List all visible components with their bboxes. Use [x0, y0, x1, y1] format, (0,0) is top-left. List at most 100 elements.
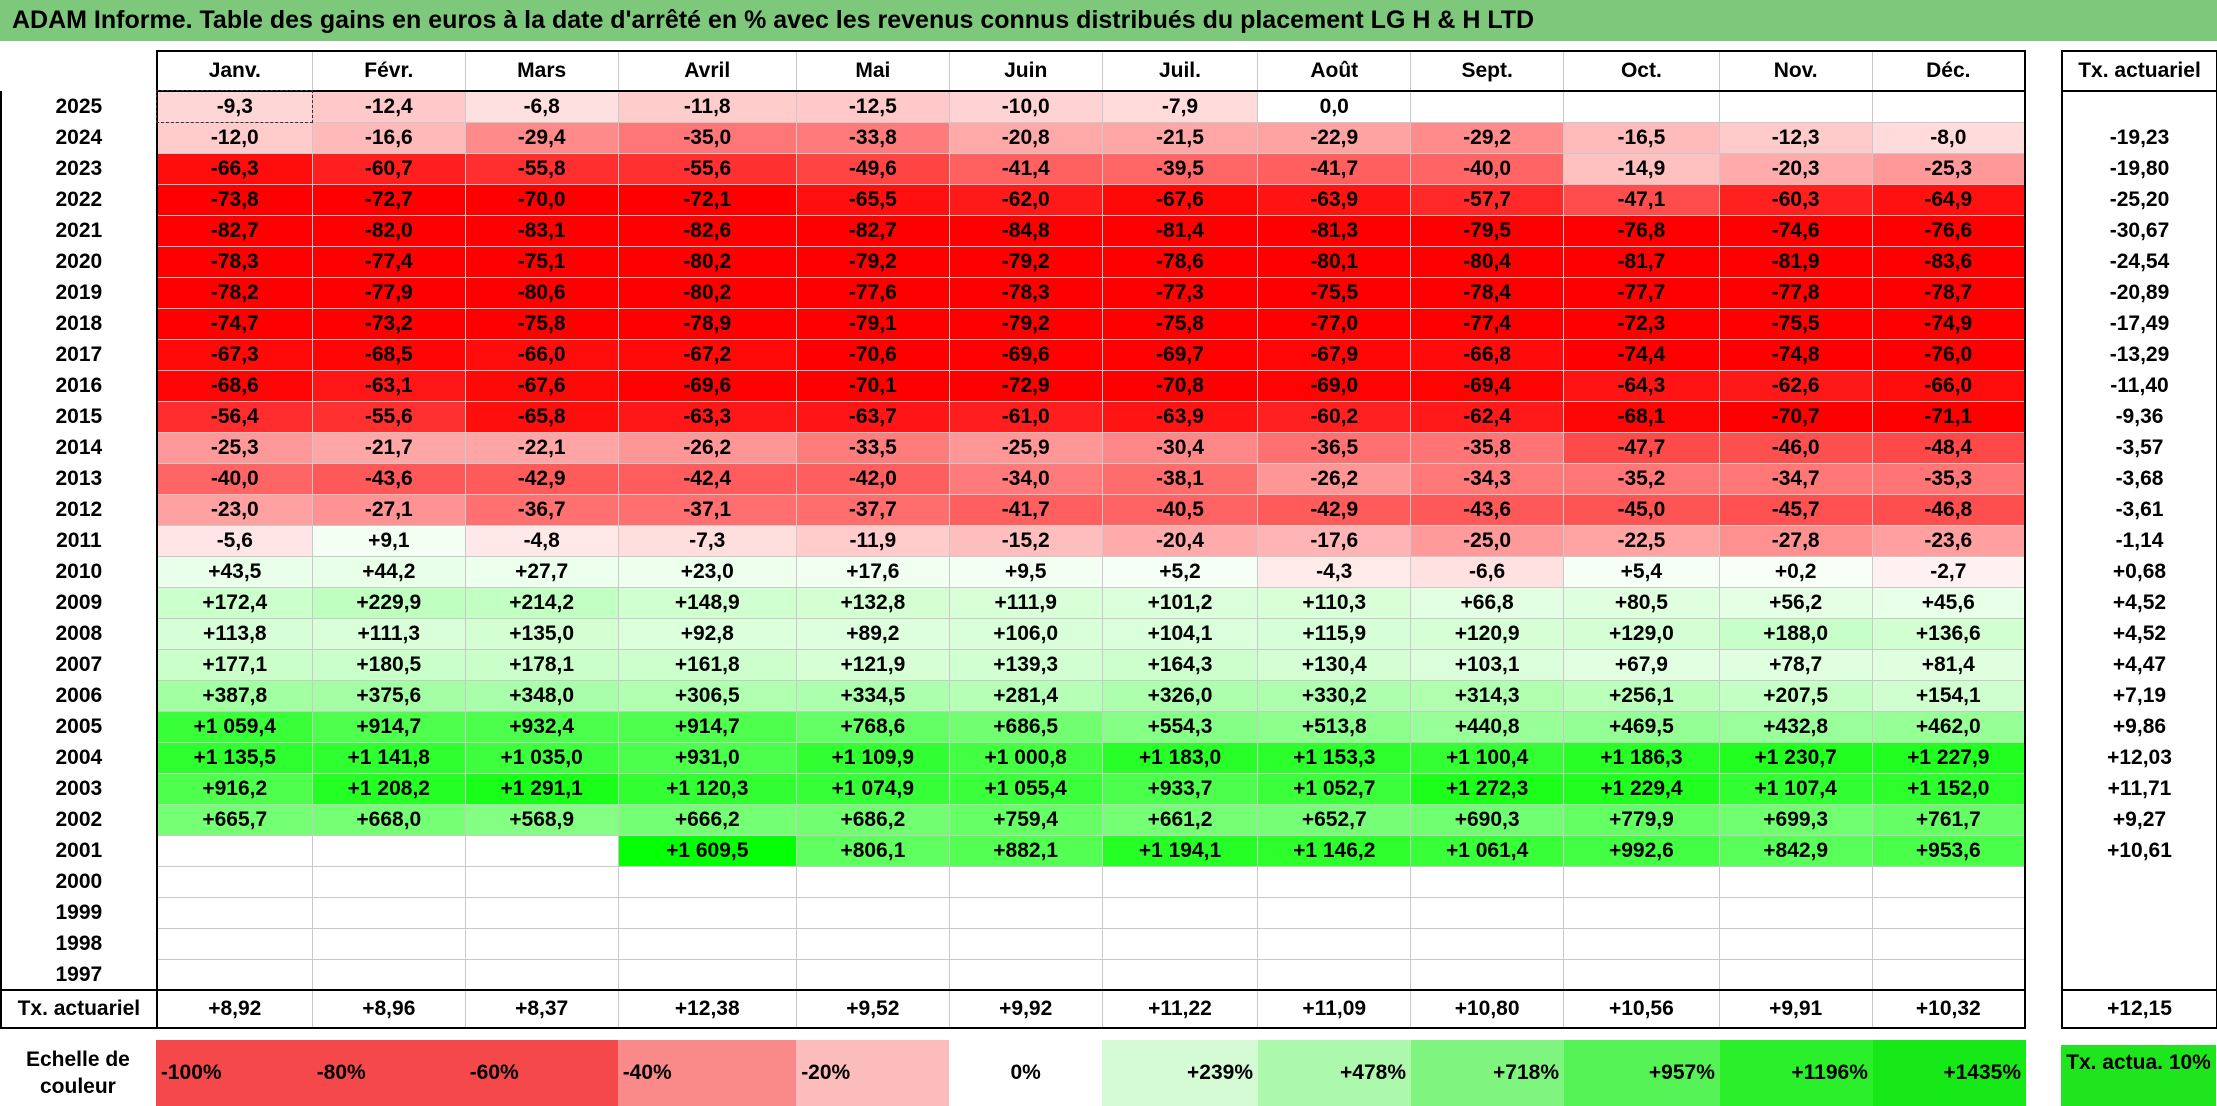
gain-cell[interactable] [464, 834, 619, 867]
gain-cell[interactable] [617, 958, 797, 991]
gain-cell[interactable]: -82,7 [156, 214, 313, 247]
gain-cell[interactable]: -67,2 [617, 338, 797, 371]
gain-cell[interactable]: +120,9 [1410, 617, 1565, 650]
gain-cell[interactable]: -77,4 [1410, 307, 1565, 340]
gain-cell[interactable]: -37,7 [795, 493, 950, 526]
gain-cell[interactable]: -34,7 [1718, 462, 1873, 495]
gain-cell[interactable]: -55,6 [617, 152, 797, 185]
gain-cell[interactable]: -35,3 [1871, 462, 2026, 495]
gain-cell[interactable]: -55,6 [311, 400, 466, 433]
gain-cell[interactable]: +1 152,0 [1871, 772, 2026, 805]
gain-cell[interactable]: -65,8 [464, 400, 619, 433]
gain-cell[interactable]: -8,0 [1871, 121, 2026, 154]
gain-cell[interactable] [1257, 958, 1412, 991]
gain-cell[interactable]: -75,1 [464, 245, 619, 278]
gain-cell[interactable]: +136,6 [1871, 617, 2026, 650]
gain-cell[interactable]: +690,3 [1410, 803, 1565, 836]
gain-cell[interactable]: -16,6 [311, 121, 466, 154]
gain-cell[interactable]: -45,7 [1718, 493, 1873, 526]
gain-cell[interactable]: +1 146,2 [1257, 834, 1412, 867]
gain-cell[interactable]: +111,3 [311, 617, 466, 650]
gain-cell[interactable]: +513,8 [1257, 710, 1412, 743]
gain-cell[interactable]: -74,9 [1871, 307, 2026, 340]
gain-cell[interactable] [617, 927, 797, 960]
gain-cell[interactable]: -4,8 [464, 524, 619, 557]
gain-cell[interactable]: -68,6 [156, 369, 313, 402]
gain-cell[interactable]: +1 229,4 [1563, 772, 1720, 805]
gain-cell[interactable]: -42,9 [464, 462, 619, 495]
gain-cell[interactable]: +1 052,7 [1257, 772, 1412, 805]
gain-cell[interactable]: -15,2 [948, 524, 1103, 557]
gain-cell[interactable]: +666,2 [617, 803, 797, 836]
gain-cell[interactable]: -79,5 [1410, 214, 1565, 247]
gain-cell[interactable]: -40,5 [1101, 493, 1259, 526]
gain-cell[interactable] [1563, 90, 1720, 123]
gain-cell[interactable]: -81,4 [1101, 214, 1259, 247]
gain-cell[interactable]: +256,1 [1563, 679, 1720, 712]
gain-cell[interactable]: +1 059,4 [156, 710, 313, 743]
gain-cell[interactable]: +56,2 [1718, 586, 1873, 619]
gain-cell[interactable]: -60,7 [311, 152, 466, 185]
gain-cell[interactable]: -41,7 [1257, 152, 1412, 185]
gain-cell[interactable]: +686,2 [795, 803, 950, 836]
gain-cell[interactable]: +1 291,1 [464, 772, 619, 805]
gain-cell[interactable]: +5,4 [1563, 555, 1720, 588]
gain-cell[interactable]: +188,0 [1718, 617, 1873, 650]
gain-cell[interactable]: +1 000,8 [948, 741, 1103, 774]
gain-cell[interactable]: +314,3 [1410, 679, 1565, 712]
gain-cell[interactable]: -35,8 [1410, 431, 1565, 464]
gain-cell[interactable]: -47,7 [1563, 431, 1720, 464]
gain-cell[interactable] [156, 865, 313, 898]
gain-cell[interactable]: -65,5 [795, 183, 950, 216]
gain-cell[interactable]: -40,0 [156, 462, 313, 495]
gain-cell[interactable]: -33,5 [795, 431, 950, 464]
gain-cell[interactable]: -70,7 [1718, 400, 1873, 433]
gain-cell[interactable]: -71,1 [1871, 400, 2026, 433]
gain-cell[interactable] [311, 958, 466, 991]
gain-cell[interactable]: -78,4 [1410, 276, 1565, 309]
gain-cell[interactable]: -81,9 [1718, 245, 1873, 278]
gain-cell[interactable]: +806,1 [795, 834, 950, 867]
gain-cell[interactable] [1257, 896, 1412, 929]
gain-cell[interactable]: +9,1 [311, 524, 466, 557]
gain-cell[interactable] [311, 927, 466, 960]
gain-cell[interactable]: +229,9 [311, 586, 466, 619]
gain-cell[interactable]: +1 074,9 [795, 772, 950, 805]
gain-cell[interactable]: +914,7 [311, 710, 466, 743]
gain-cell[interactable]: -25,0 [1410, 524, 1565, 557]
gain-cell[interactable] [1101, 927, 1259, 960]
gain-cell[interactable]: -41,7 [948, 493, 1103, 526]
gain-cell[interactable]: -77,6 [795, 276, 950, 309]
gain-cell[interactable]: +132,8 [795, 586, 950, 619]
gain-cell[interactable]: +759,4 [948, 803, 1103, 836]
gain-cell[interactable]: -7,3 [617, 524, 797, 557]
gain-cell[interactable]: -75,8 [1101, 307, 1259, 340]
gain-cell[interactable] [311, 896, 466, 929]
gain-cell[interactable]: +101,2 [1101, 586, 1259, 619]
gain-cell[interactable]: +89,2 [795, 617, 950, 650]
gain-cell[interactable]: +164,3 [1101, 648, 1259, 681]
gain-cell[interactable]: -74,8 [1718, 338, 1873, 371]
gain-cell[interactable]: -45,0 [1563, 493, 1720, 526]
gain-cell[interactable]: -35,2 [1563, 462, 1720, 495]
gain-cell[interactable] [1563, 896, 1720, 929]
gain-cell[interactable]: -29,4 [464, 121, 619, 154]
gain-cell[interactable]: +67,9 [1563, 648, 1720, 681]
gain-cell[interactable]: -77,8 [1718, 276, 1873, 309]
gain-cell[interactable]: -67,3 [156, 338, 313, 371]
gain-cell[interactable]: +110,3 [1257, 586, 1412, 619]
gain-cell[interactable] [1101, 958, 1259, 991]
gain-cell[interactable]: -16,5 [1563, 121, 1720, 154]
gain-cell[interactable] [156, 834, 313, 867]
gain-cell[interactable]: +469,5 [1563, 710, 1720, 743]
gain-cell[interactable] [1871, 896, 2026, 929]
gain-cell[interactable]: -78,9 [617, 307, 797, 340]
gain-cell[interactable]: -38,1 [1101, 462, 1259, 495]
gain-cell[interactable]: -77,7 [1563, 276, 1720, 309]
gain-cell[interactable]: +104,1 [1101, 617, 1259, 650]
gain-cell[interactable]: -12,3 [1718, 121, 1873, 154]
gain-cell[interactable] [1257, 927, 1412, 960]
gain-cell[interactable]: +43,5 [156, 555, 313, 588]
gain-cell[interactable]: +1 109,9 [795, 741, 950, 774]
gain-cell[interactable]: -83,6 [1871, 245, 2026, 278]
